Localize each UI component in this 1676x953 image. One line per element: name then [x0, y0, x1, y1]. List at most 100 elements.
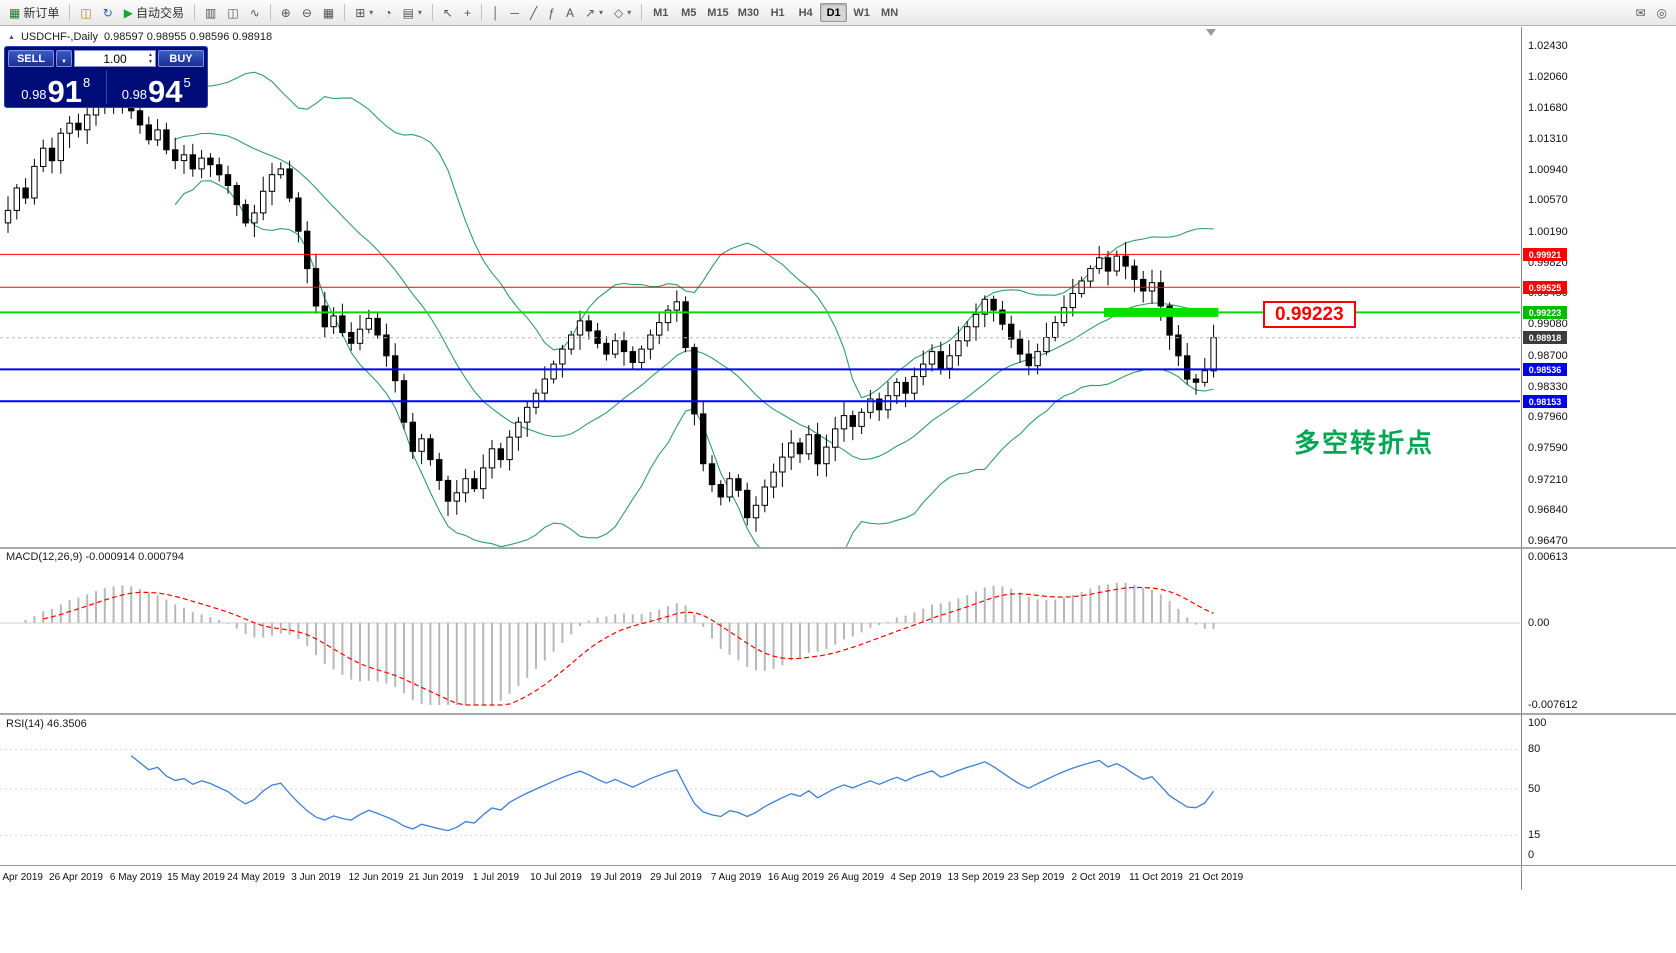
refresh-icon: ↻	[102, 5, 113, 20]
macd-histogram	[24, 582, 1215, 705]
autotrade-icon: ▶	[123, 5, 133, 20]
chevron-down-icon: ▾	[599, 8, 604, 17]
zoom-in-button[interactable]: ⊕	[276, 3, 296, 23]
pane-separator[interactable]	[0, 713, 1676, 715]
hline-price-tag: 0.99525	[1523, 281, 1567, 294]
crosshair-button[interactable]: +	[459, 3, 476, 23]
grid-button[interactable]: ▦	[318, 3, 339, 23]
hline-price-tag: 0.99223	[1523, 306, 1567, 319]
price-callout[interactable]: 0.99223	[1263, 301, 1356, 328]
volume-dropdown-button[interactable]: ▼	[56, 50, 72, 67]
new-chart-icon: ⊞	[355, 5, 366, 20]
rsi-axis-label: 80	[1528, 743, 1541, 755]
notifications-icon: ✉	[1635, 5, 1646, 20]
timeframe-m30-button[interactable]: M30	[734, 3, 763, 22]
buy-price-sup: 5	[183, 75, 191, 90]
pane-separator[interactable]	[0, 547, 1676, 549]
date-axis-label: 16 Aug 2019	[767, 872, 825, 883]
date-axis-label: 26 Aug 2019	[827, 872, 885, 883]
chart-shift-marker-icon[interactable]	[1206, 29, 1216, 36]
refresh-button[interactable]: ↻	[98, 3, 118, 23]
timeframe-w1-button[interactable]: W1	[848, 3, 875, 22]
profiles-button[interactable]: ◫	[75, 3, 96, 23]
bar-chart-icon: ▥	[205, 5, 217, 20]
notifications-button[interactable]: ✉	[1630, 3, 1650, 23]
toolbar-separator	[431, 4, 433, 21]
bar-chart-button[interactable]: ▥	[200, 3, 221, 23]
new-chart-button[interactable]: ⊞ ▾	[350, 3, 378, 23]
horizontal-line-button[interactable]: ─	[506, 3, 525, 23]
toolbar-separator	[269, 4, 271, 21]
chevron-down-icon: ▾	[417, 8, 422, 17]
search-icon: ◎	[1656, 5, 1667, 20]
cursor-icon: ↖	[442, 5, 453, 20]
cursor-button[interactable]: ↖	[438, 3, 458, 23]
sell-button[interactable]: SELL	[8, 50, 54, 67]
trendline-button[interactable]: ╱	[525, 3, 542, 23]
autotrade-button[interactable]: ▶ 自动交易	[119, 3, 189, 23]
arrow-button[interactable]: ↗ ▾	[580, 3, 608, 23]
shapes-button[interactable]: ◇ ▾	[609, 3, 636, 23]
timeframe-h4-button[interactable]: H4	[792, 3, 819, 22]
price-axis-label: 0.97590	[1528, 442, 1568, 454]
price-axis-label: 0.96470	[1528, 535, 1568, 547]
rsi-axis: 100 80 50 15 0	[1523, 715, 1675, 865]
timeframe-d1-button[interactable]: D1	[820, 3, 848, 22]
price-axis-label: 0.96840	[1528, 504, 1568, 516]
fibonacci-button[interactable]: ƒ	[543, 3, 560, 23]
candlestick-chart-button[interactable]: ◫	[222, 3, 243, 23]
buy-button[interactable]: BUY	[158, 50, 204, 67]
date-axis-label: 26 Apr 2019	[49, 872, 103, 883]
price-axis-label: 1.01680	[1528, 102, 1568, 114]
sell-price[interactable]: 0.98 91 8	[8, 69, 104, 107]
annotation-text[interactable]: 多空转折点	[1294, 428, 1435, 458]
sell-price-prefix: 0.98	[21, 87, 47, 102]
hline-price-tag: 0.98153	[1523, 395, 1567, 408]
price-axis[interactable]: 1.02430 1.02060 1.01680 1.01310 1.00940 1.005…	[1523, 27, 1675, 547]
date-axis-label: 21 Oct 2019	[1188, 872, 1244, 883]
one-click-collapse-icon[interactable]: ▲	[8, 33, 15, 41]
time-axis[interactable]: 16 Apr 2019 26 Apr 2019 6 May 2019 15 May 2…	[0, 866, 1521, 890]
highlight-zone[interactable]	[1104, 307, 1219, 317]
volume-up-button[interactable]: ▲	[148, 52, 153, 58]
template-button[interactable]: ▤ ▾	[398, 3, 427, 23]
trade-panel-controls: SELL ▼ 1.00 ▲ ▼ BUY	[8, 50, 204, 67]
volume-down-button[interactable]: ▼	[148, 58, 153, 65]
timeframe-mn-button[interactable]: MN	[876, 3, 903, 22]
crosshair-icon: +	[463, 5, 471, 20]
timeframe-h1-button[interactable]: H1	[764, 3, 791, 22]
new-order-button-label: 新订单	[23, 6, 60, 20]
buy-price-prefix: 0.98	[121, 87, 148, 102]
date-axis-label: 21 Jun 2019	[408, 872, 464, 883]
timeframe-m5-button[interactable]: M5	[675, 3, 702, 22]
rsi-pane-canvas[interactable]	[0, 715, 1521, 865]
chevron-down-icon: ▾	[627, 8, 632, 17]
price-axis-label: 0.99080	[1528, 318, 1568, 330]
zoom-out-button[interactable]: ⊖	[297, 3, 317, 23]
main-chart-canvas[interactable]	[0, 27, 1521, 547]
line-chart-button[interactable]: ∿	[245, 3, 265, 23]
timeframe-m15-button[interactable]: M15	[703, 3, 732, 22]
date-axis-label: 7 Aug 2019	[710, 872, 762, 883]
zoom-in-icon: ⊕	[280, 5, 291, 20]
buy-price[interactable]: 0.98 94 5	[109, 69, 205, 109]
new-order-button[interactable]: ▦ 新订单	[4, 3, 64, 23]
buy-price-big: 94	[148, 73, 183, 109]
hline-price-tag: 0.98536	[1523, 363, 1567, 376]
volume-field[interactable]: 1.00 ▲ ▼	[74, 50, 156, 67]
chevron-down-icon: ▼	[61, 59, 67, 65]
period-button[interactable]: ◔	[379, 3, 396, 23]
trade-panel-prices: 0.98 91 8 0.98 94 5	[8, 69, 205, 109]
macd-pane-canvas[interactable]	[0, 549, 1521, 713]
sell-price-sup: 8	[83, 75, 91, 90]
vertical-line-button[interactable]: │	[487, 3, 505, 23]
grid-icon: ▦	[322, 5, 335, 20]
price-axis-label: 0.97960	[1528, 411, 1568, 423]
search-button[interactable]: ◎	[1652, 3, 1672, 23]
profiles-icon: ◫	[80, 5, 92, 20]
date-axis-label: 23 Sep 2019	[1007, 872, 1065, 883]
bollinger-bands	[174, 71, 1214, 547]
timeframe-m1-button[interactable]: M1	[647, 3, 674, 22]
trade-panel-divider	[105, 70, 107, 104]
text-button[interactable]: A	[561, 3, 579, 23]
